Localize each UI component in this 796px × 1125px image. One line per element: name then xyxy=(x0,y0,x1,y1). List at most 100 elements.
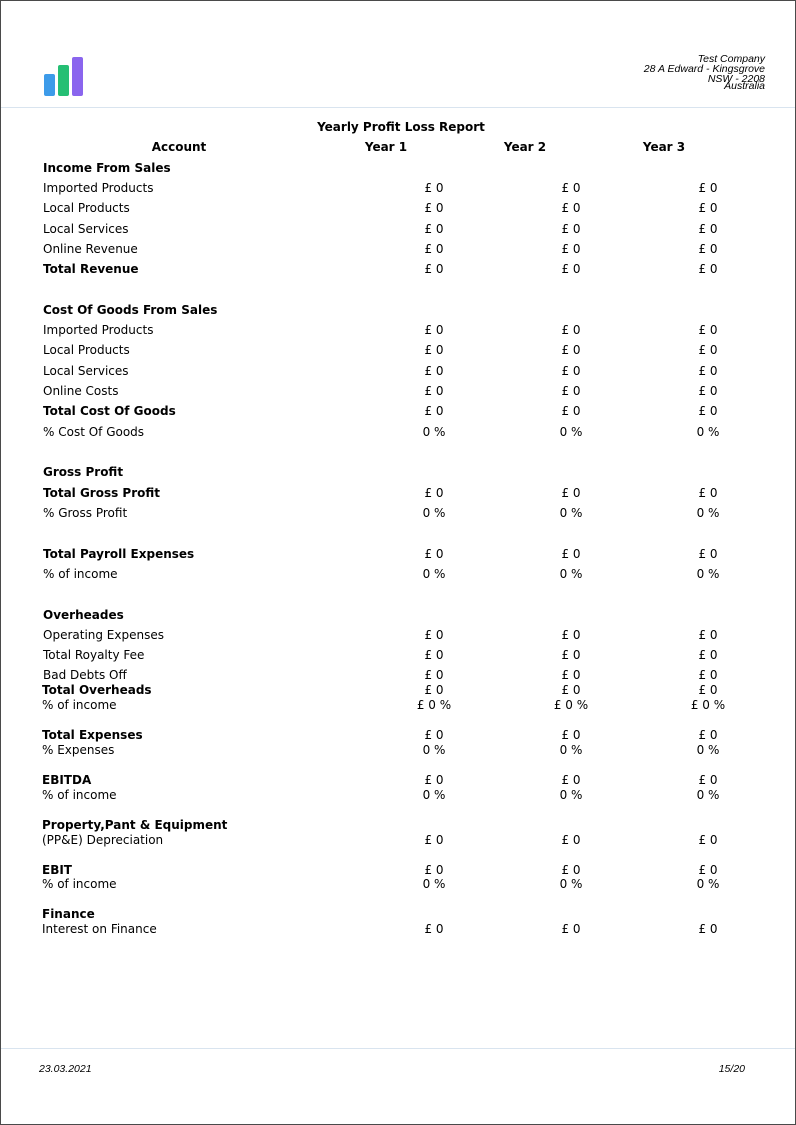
section-title: Overheades xyxy=(43,608,124,622)
table-row-total: EBITDA £ 0 £ 0 £ 0 xyxy=(1,773,795,789)
row-value-year1: £ 0 xyxy=(424,323,444,337)
row-value-year3: £ 0 xyxy=(698,262,718,276)
row-label: EBITDA xyxy=(42,773,92,787)
row-value-year1: £ 0 xyxy=(424,728,444,742)
row-label: Local Products xyxy=(43,201,130,215)
section-title: Income From Sales xyxy=(43,161,171,175)
row-label: Imported Products xyxy=(43,323,154,337)
row-value-year3: £ 0 xyxy=(698,547,718,561)
table-row: Bad Debts Off £ 0 £ 0 £ 0 xyxy=(1,668,795,684)
row-label: Online Costs xyxy=(43,384,119,398)
row-label: % of income xyxy=(43,567,118,581)
row-label: Total Expenses xyxy=(42,728,143,742)
table-row: Online Revenue £ 0 £ 0 £ 0 xyxy=(1,242,795,258)
row-value-year3: £ 0 xyxy=(698,863,718,877)
row-value-year3: 0 % xyxy=(696,506,720,520)
row-value-year3: 0 % xyxy=(696,567,720,581)
row-value-year2: £ 0 xyxy=(561,648,581,662)
section-header-overheads: Overheades xyxy=(1,608,795,624)
row-value-year3: £ 0 xyxy=(698,728,718,742)
table-row-total: Total Expenses £ 0 £ 0 £ 0 xyxy=(1,728,795,744)
row-value-year3: £ 0 xyxy=(698,833,718,847)
row-value-year2: 0 % xyxy=(559,743,583,757)
row-value-year3: £ 0 % xyxy=(690,698,726,712)
row-label: Local Services xyxy=(43,364,129,378)
row-value-year1: 0 % xyxy=(422,425,446,439)
row-value-year3: £ 0 xyxy=(698,404,718,418)
column-header-year2: Year 2 xyxy=(503,140,547,154)
row-label: (PP&E) Depreciation xyxy=(42,833,164,847)
row-value-year1: £ 0 xyxy=(424,683,444,697)
row-value-year3: £ 0 xyxy=(698,683,718,697)
row-value-year3: £ 0 xyxy=(698,343,718,357)
row-value-year3: £ 0 xyxy=(698,773,718,787)
company-address-line1: 28 A Edward - Kingsgrove xyxy=(643,63,765,75)
row-value-year1: £ 0 xyxy=(424,262,444,276)
row-value-year2: £ 0 xyxy=(561,628,581,642)
row-value-year3: 0 % xyxy=(696,425,720,439)
company-address-line3: Australia xyxy=(724,80,765,92)
row-value-year1: 0 % xyxy=(422,743,446,757)
report-title: Yearly Profit Loss Report xyxy=(317,120,485,134)
row-value-year1: £ 0 xyxy=(424,181,444,195)
table-row: Interest on Finance £ 0 £ 0 £ 0 xyxy=(1,922,795,938)
section-header-finance: Finance xyxy=(1,907,795,923)
row-label: Total Royalty Fee xyxy=(43,648,145,662)
row-label: % of income xyxy=(42,788,117,802)
table-row: Total Royalty Fee £ 0 £ 0 £ 0 xyxy=(1,648,795,664)
footer-page-number: 15/20 xyxy=(718,1063,745,1075)
row-value-year3: 0 % xyxy=(696,788,720,802)
row-value-year1: £ 0 xyxy=(424,384,444,398)
row-value-year3: £ 0 xyxy=(698,628,718,642)
section-header-cogs: Cost Of Goods From Sales xyxy=(1,303,795,319)
table-row: % of income 0 % 0 % 0 % xyxy=(1,877,795,893)
row-value-year1: £ 0 % xyxy=(416,698,452,712)
row-value-year1: £ 0 xyxy=(424,547,444,561)
table-row-total: Total Cost Of Goods £ 0 £ 0 £ 0 xyxy=(1,404,795,420)
column-header-year1: Year 1 xyxy=(364,140,408,154)
table-row-total: EBIT £ 0 £ 0 £ 0 xyxy=(1,863,795,879)
company-address-line2: NSW - 2208 xyxy=(707,73,765,85)
table-row: % of income 0 % 0 % 0 % xyxy=(1,788,795,804)
row-value-year2: 0 % xyxy=(559,567,583,581)
column-header-account: Account xyxy=(151,140,207,154)
section-title: Gross Profit xyxy=(43,465,124,479)
table-row: % Expenses 0 % 0 % 0 % xyxy=(1,743,795,759)
row-value-year3: £ 0 xyxy=(698,668,718,682)
table-row: Online Costs £ 0 £ 0 £ 0 xyxy=(1,384,795,400)
row-value-year2: 0 % xyxy=(559,877,583,891)
table-row: Local Products £ 0 £ 0 £ 0 xyxy=(1,343,795,359)
row-value-year2: £ 0 xyxy=(561,242,581,256)
row-value-year2: £ 0 xyxy=(561,364,581,378)
row-label: Bad Debts Off xyxy=(43,668,127,682)
row-value-year3: £ 0 xyxy=(698,323,718,337)
row-value-year2: £ 0 % xyxy=(553,698,589,712)
row-value-year3: £ 0 xyxy=(698,201,718,215)
row-value-year1: 0 % xyxy=(422,506,446,520)
row-value-year2: £ 0 xyxy=(561,683,581,697)
row-label: Operating Expenses xyxy=(43,628,164,642)
column-header-row: Account Year 1 Year 2 Year 3 xyxy=(1,140,795,156)
table-row: % of income £ 0 % £ 0 % £ 0 % xyxy=(1,698,795,714)
footer-divider xyxy=(1,1048,795,1049)
row-value-year3: £ 0 xyxy=(698,181,718,195)
row-label: Local Products xyxy=(43,343,130,357)
row-value-year2: 0 % xyxy=(559,425,583,439)
row-value-year3: 0 % xyxy=(696,743,720,757)
row-value-year3: £ 0 xyxy=(698,648,718,662)
row-value-year2: £ 0 xyxy=(561,201,581,215)
company-address-block: Test Company 28 A Edward - Kingsgrove NS… xyxy=(643,54,765,92)
footer-date: 23.03.2021 xyxy=(39,1063,92,1075)
row-label: % of income xyxy=(42,877,117,891)
section-title: Finance xyxy=(42,907,95,921)
row-value-year1: £ 0 xyxy=(424,863,444,877)
table-row: % Cost Of Goods 0 % 0 % 0 % xyxy=(1,425,795,441)
row-value-year2: 0 % xyxy=(559,788,583,802)
row-value-year3: £ 0 xyxy=(698,364,718,378)
row-value-year1: £ 0 xyxy=(424,486,444,500)
row-value-year2: £ 0 xyxy=(561,922,581,936)
table-row: Operating Expenses £ 0 £ 0 £ 0 xyxy=(1,628,795,644)
row-value-year2: £ 0 xyxy=(561,262,581,276)
row-value-year2: £ 0 xyxy=(561,181,581,195)
